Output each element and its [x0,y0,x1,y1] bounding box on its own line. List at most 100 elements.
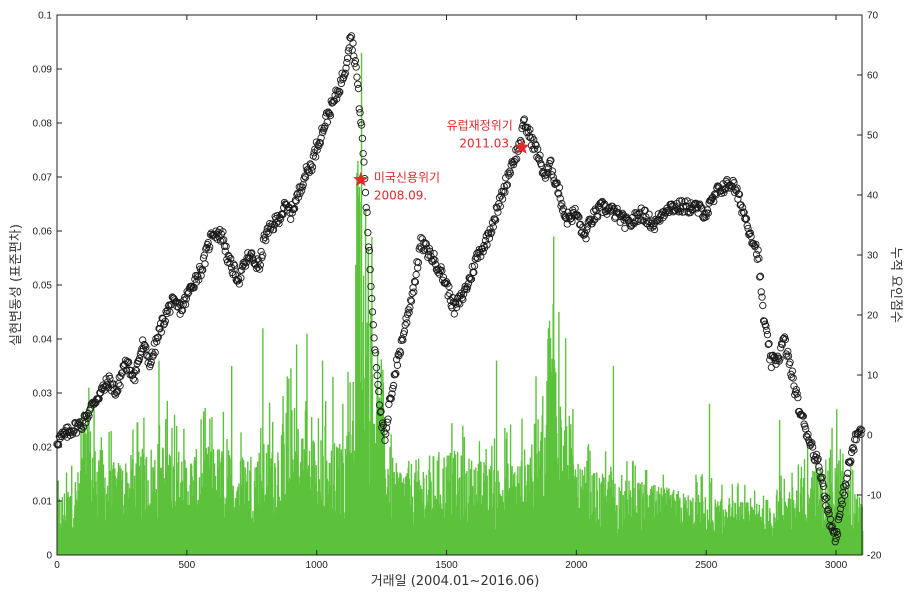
volatility-bar [473,469,475,555]
volatility-bar [247,461,249,555]
factor-score-point [613,204,621,213]
factor-score-point [582,235,590,243]
factor-score-point [487,229,495,238]
x-tick-label: 500 [178,560,195,571]
y-left-tick-label: 0 [46,551,52,562]
factor-score-point [141,342,149,350]
volatility-bar [209,418,211,555]
volatility-bar [716,506,718,555]
factor-score-point [393,361,402,369]
factor-score-point [308,166,316,175]
factor-score-point [545,160,553,168]
factor-score-point [237,274,245,282]
volatility-bar [230,366,233,555]
factor-score-point [199,266,207,274]
factor-score-point [322,109,331,117]
factor-score-point [470,262,479,270]
volatility-bar [710,477,713,555]
factor-score-point [847,448,856,457]
y-right-tick-label: 20 [867,311,879,322]
volatility-bar [486,475,488,555]
volatility-bar [317,418,320,555]
volatility-bar [462,425,464,555]
factor-score-point [365,246,374,255]
factor-score-point [575,213,583,221]
volatility-bar [629,490,632,555]
factor-score-point [444,292,452,300]
factor-score-point [396,349,405,357]
volatility-bar [621,474,623,555]
factor-score-point [230,260,238,268]
volatility-bar [411,496,414,555]
factor-score-point [182,295,190,303]
factor-score-point [489,223,497,231]
factor-score-point [428,256,436,265]
volatility-bar [332,376,334,555]
factor-score-point [321,122,329,130]
volatility-bar [646,494,648,555]
volatility-bar [301,438,303,555]
factor-score-point [833,530,842,539]
volatility-bar [160,467,163,555]
factor-score-point [392,369,400,378]
factor-score-point [202,243,211,252]
factor-score-point [410,277,419,286]
factor-score-point [305,168,314,177]
factor-score-point [72,429,81,437]
factor-score-point [383,418,391,426]
factor-score-point [574,212,582,220]
factor-score-point [814,455,822,463]
factor-score-point [542,170,550,179]
volatility-bar [187,491,189,555]
factor-score-point [808,439,816,447]
volatility-bar [158,425,161,555]
factor-score-point [153,334,162,342]
factor-score-point [300,175,308,183]
factor-score-point [547,156,555,164]
factor-score-point [79,423,88,431]
factor-score-point [848,444,857,453]
factor-score-point [311,153,320,161]
factor-score-point [350,59,359,68]
volatility-bar [591,475,593,555]
volatility-bar [406,473,408,555]
volatility-bar [286,376,288,555]
factor-score-point [382,430,390,438]
factor-score-point [472,253,480,261]
volatility-bar [734,503,737,555]
factor-score-point [329,98,337,107]
volatility-bar [841,470,843,555]
factor-score-point [532,141,540,150]
factor-score-point [336,88,344,96]
volatility-bar [283,443,285,555]
factor-score-point [279,210,287,219]
factor-score-point [253,255,261,263]
volatility-bar [306,333,308,555]
factor-score-point [324,108,332,116]
volatility-bar [504,428,506,555]
crisis-date-label: 2011.03. [459,136,512,150]
factor-score-point [466,274,474,282]
factor-score-point [564,208,572,216]
volatility-bar [272,421,274,555]
factor-score-point [559,204,568,213]
factor-score-point [122,366,130,374]
volatility-bar [451,423,453,555]
volatility-bar [214,475,217,555]
factor-score-point [573,211,582,219]
volatility-bar [288,378,290,555]
factor-score-point [160,321,168,329]
factor-score-point [414,264,422,272]
factor-score-point [364,243,373,251]
factor-score-point [764,340,772,349]
volatility-bar [178,451,180,555]
volatility-bar [564,338,567,555]
factor-score-point [360,158,368,166]
volatility-bar [739,502,742,555]
factor-score-point [519,116,528,125]
factor-score-point [739,208,747,216]
volatility-bar [729,503,731,555]
factor-score-point [804,430,812,438]
factor-score-point [363,208,371,216]
volatility-bar [443,457,445,555]
